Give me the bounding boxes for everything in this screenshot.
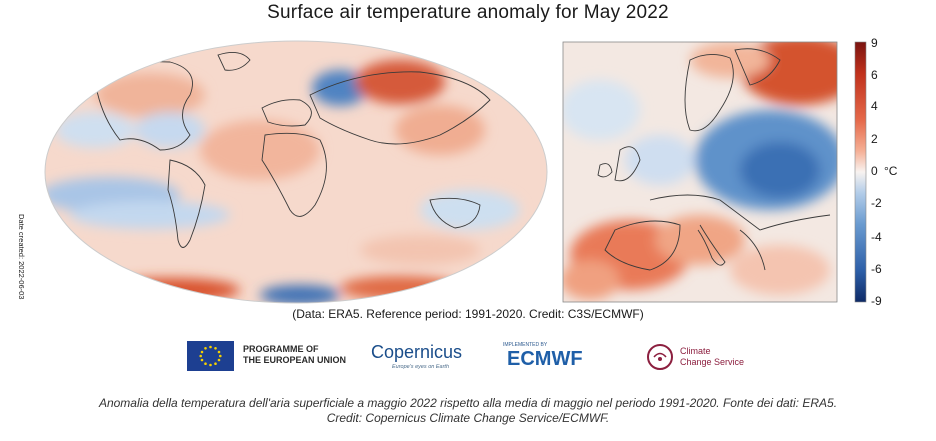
data-credit-note: (Data: ERA5. Reference period: 1991-2020… (292, 307, 644, 321)
colorbar-tick: -4 (871, 230, 882, 244)
colorbar-tick: -6 (871, 262, 882, 276)
figure-caption: Anomalia della temperatura dell'aria sup… (98, 396, 838, 425)
colorbar-tick: -2 (871, 196, 882, 210)
europe-anomaly-map (562, 41, 838, 303)
colorbar-tick: 9 (871, 36, 878, 50)
colorbar-tick: -9 (871, 294, 882, 308)
ecmwf-logo: ECMWF (507, 348, 583, 370)
colorbar-tick: 0 (871, 164, 878, 178)
global-anomaly-map (44, 40, 548, 304)
colorbar-tick: 2 (871, 132, 878, 146)
colorbar-tick: 6 (871, 68, 878, 82)
colorbar (854, 41, 867, 303)
map-title: Surface air temperature anomaly for May … (267, 2, 669, 23)
date-created-label: Date created: 2022-06-03 (17, 214, 26, 300)
colorbar-tick: 4 (871, 99, 878, 113)
ecmwf-tagline: IMPLEMENTED BY (503, 342, 548, 348)
copernicus-logo: Copernicus (371, 342, 463, 362)
c3s-label: Climate Change Service (680, 346, 745, 367)
c3s-logo-icon (647, 344, 673, 370)
colorbar-units: °C (884, 164, 898, 178)
copernicus-tagline: Europe's eyes on Earth (392, 364, 450, 370)
eu-flag-icon (187, 341, 234, 371)
eu-programme-label: PROGRAMME OF THE EUROPEAN UNION (243, 344, 347, 365)
